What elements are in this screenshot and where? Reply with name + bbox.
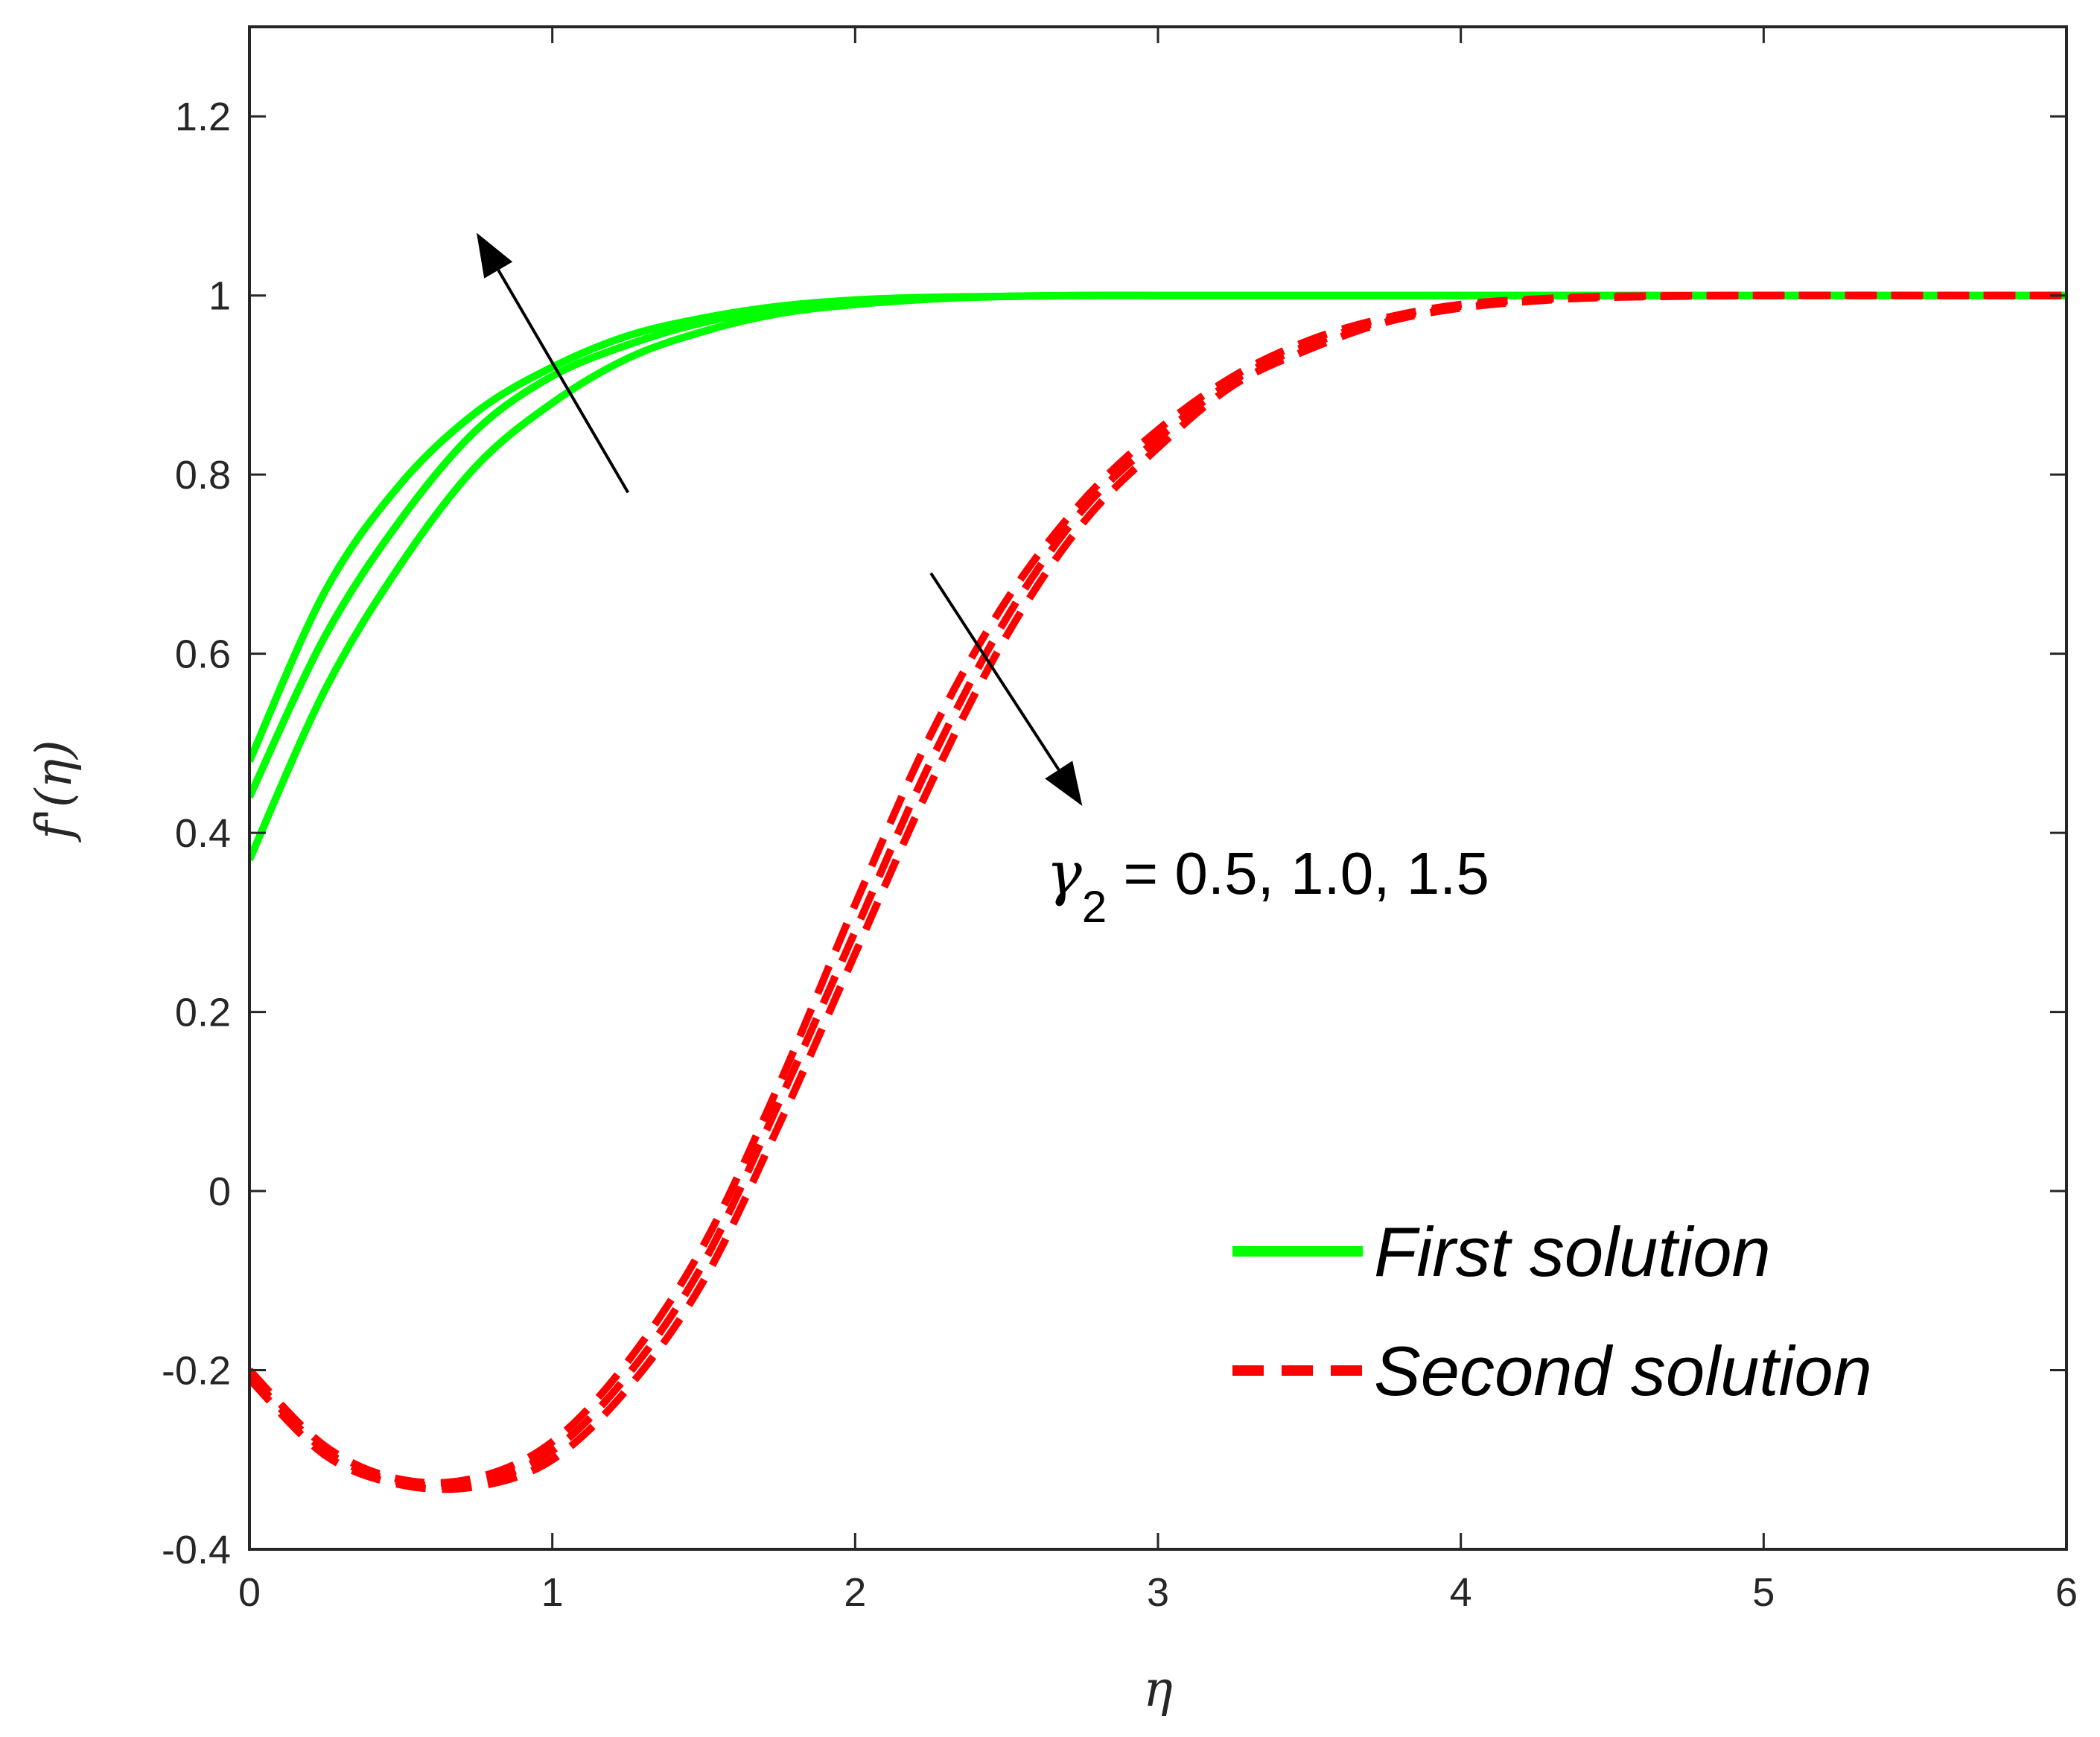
legend: First solution Second solution [1232, 1213, 1872, 1410]
x-tick-label: 5 [1752, 1570, 1775, 1615]
x-tick-label: 3 [1147, 1570, 1169, 1615]
legend-label-first: First solution [1374, 1213, 1771, 1291]
y-axis-title: f'(η) [25, 740, 83, 843]
y-tick-label: -0.2 [162, 1349, 231, 1394]
y-tick-label: 0.6 [175, 632, 231, 677]
y-tick-label: 0.4 [175, 811, 231, 856]
x-tick-label: 6 [2055, 1570, 2078, 1615]
x-tick-label: 4 [1450, 1570, 1472, 1615]
gamma-symbol: γ [1046, 839, 1082, 908]
series-line-4 [249, 291, 2066, 1487]
legend-label-second: Second solution [1374, 1332, 1872, 1410]
x-tick-label: 2 [844, 1570, 866, 1615]
ticks-layer [248, 27, 2068, 1551]
arrow-head-2 [1045, 760, 1083, 807]
tick-labels-layer: 0 1 2 3 4 5 6 -0.4 -0.2 0 0.2 0.4 0.6 0.8 1 1.2 [162, 95, 2078, 1615]
x-tick-label: 1 [541, 1570, 564, 1615]
gamma-subscript: 2 [1082, 882, 1107, 932]
series-layer [249, 291, 2066, 1493]
arrow-shaft-2 [929, 572, 1060, 771]
x-tick-label: 0 [238, 1570, 261, 1615]
y-tick-label: -0.4 [162, 1528, 231, 1572]
gamma-values: = 0.5, 1.0, 1.5 [1107, 840, 1489, 906]
y-tick-label: 0 [209, 1169, 231, 1214]
y-tick-label: 1.2 [175, 95, 231, 139]
series-line-5 [249, 291, 2066, 1490]
series-line-6 [249, 291, 2066, 1493]
y-tick-label: 0.8 [175, 453, 231, 498]
gamma-annotation: γ2 = 0.5, 1.0, 1.5 [1046, 839, 1489, 932]
arrow-layer [477, 232, 1083, 807]
y-tick-label: 0.2 [175, 991, 231, 1035]
y-tick-label: 1 [209, 274, 231, 319]
x-axis-title: η [1143, 1660, 1173, 1718]
arrow-head-1 [477, 232, 513, 279]
arrow-shaft-1 [497, 269, 630, 494]
